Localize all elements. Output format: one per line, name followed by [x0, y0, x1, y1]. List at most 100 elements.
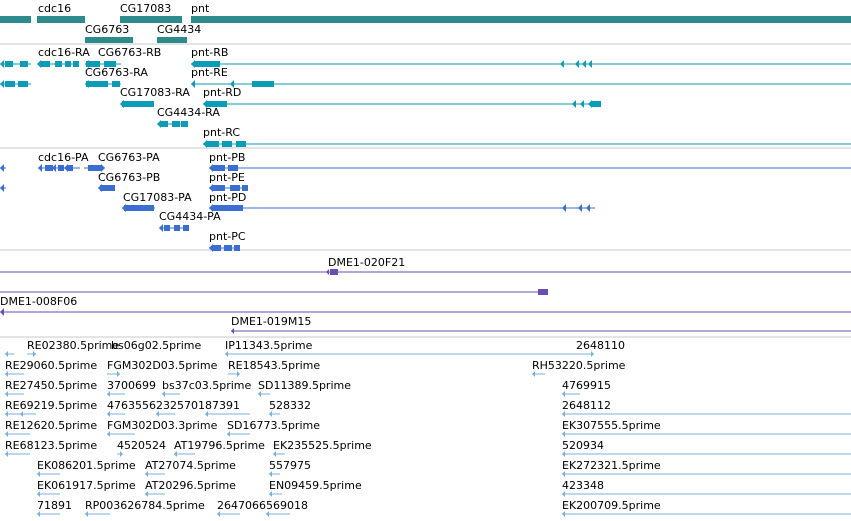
- protein-block[interactable]: [213, 245, 221, 251]
- est-label[interactable]: AT20296.5prime: [145, 479, 236, 492]
- gene-label[interactable]: CG17083: [120, 2, 172, 15]
- protein-block[interactable]: [100, 185, 115, 191]
- est-label[interactable]: 528332: [269, 399, 311, 412]
- gene-block[interactable]: [120, 16, 182, 23]
- protein-block[interactable]: [230, 185, 240, 191]
- est-label[interactable]: EN09459.5prime: [269, 479, 362, 492]
- est-label[interactable]: 569018: [266, 499, 308, 512]
- transcript-label[interactable]: cdc16-RA: [38, 46, 90, 59]
- est-label[interactable]: 4763556: [107, 399, 156, 412]
- est-label[interactable]: 4769915: [562, 379, 611, 392]
- est-label[interactable]: 423348: [562, 479, 604, 492]
- transcript-label[interactable]: pnt-RB: [191, 46, 229, 59]
- est-label[interactable]: IP11343.5prime: [225, 339, 313, 352]
- protein-label[interactable]: pnt-PC: [209, 230, 246, 243]
- transcript-exon[interactable]: [252, 81, 274, 87]
- gene-label[interactable]: pnt: [191, 2, 210, 15]
- transcript-exon[interactable]: [86, 61, 100, 67]
- est-label[interactable]: 2325701: [156, 399, 205, 412]
- est-label[interactable]: 4520524: [117, 439, 166, 452]
- protein-block[interactable]: [45, 165, 53, 171]
- transcript-exon[interactable]: [5, 81, 15, 87]
- transcript-exon[interactable]: [73, 61, 79, 67]
- est-label[interactable]: RE69219.5prime: [5, 399, 98, 412]
- transcript-exon[interactable]: [195, 61, 210, 67]
- transcript-label[interactable]: CG4434-RA: [157, 106, 220, 119]
- protein-label[interactable]: cdc16-PA: [38, 151, 89, 164]
- transcript-exon[interactable]: [40, 61, 50, 67]
- est-label[interactable]: 2648110: [576, 339, 625, 352]
- est-label[interactable]: FGM302D03.3prime: [107, 419, 218, 432]
- transcript-label[interactable]: CG17083-RA: [120, 86, 190, 99]
- est-label[interactable]: RE02380.5prime: [27, 339, 120, 352]
- est-label[interactable]: RE12620.5prime: [5, 419, 98, 432]
- protein-block[interactable]: [242, 185, 248, 191]
- transcript-label[interactable]: pnt-RE: [191, 66, 228, 79]
- est-label[interactable]: AT19796.5prime: [174, 439, 265, 452]
- est-label[interactable]: EK061917.5prime: [37, 479, 136, 492]
- protein-block[interactable]: [183, 225, 189, 231]
- transcript-exon[interactable]: [172, 121, 180, 127]
- protein-block[interactable]: [213, 185, 225, 191]
- est-label[interactable]: 3700699: [107, 379, 156, 392]
- protein-label[interactable]: pnt-PB: [209, 151, 246, 164]
- transcript-exon[interactable]: [207, 141, 219, 147]
- transcript-exon[interactable]: [86, 81, 108, 87]
- transcript-label[interactable]: pnt-RC: [203, 126, 241, 139]
- est-label[interactable]: RH53220.5prime: [532, 359, 626, 372]
- transcript-exon[interactable]: [55, 61, 62, 67]
- est-label[interactable]: EK086201.5prime: [37, 459, 136, 472]
- protein-label[interactable]: CG6763-PA: [98, 151, 160, 164]
- transcript-exon[interactable]: [181, 121, 188, 127]
- est-label[interactable]: 71891: [37, 499, 72, 512]
- protein-block[interactable]: [124, 205, 154, 211]
- transcript-label[interactable]: pnt-RD: [203, 86, 242, 99]
- gene-block[interactable]: [191, 16, 851, 23]
- protein-block[interactable]: [213, 165, 225, 171]
- transcript-exon[interactable]: [591, 101, 601, 107]
- est-label[interactable]: AT27074.5prime: [145, 459, 236, 472]
- transcript-exon[interactable]: [208, 61, 220, 67]
- transcript-exon[interactable]: [236, 141, 246, 147]
- gene-block[interactable]: [37, 16, 85, 23]
- transcript-exon[interactable]: [104, 61, 116, 67]
- est-label[interactable]: bs06g02.5prime: [111, 339, 202, 352]
- est-label[interactable]: 557975: [269, 459, 311, 472]
- est-label[interactable]: bs37c03.5prime: [162, 379, 252, 392]
- est-label[interactable]: 87391: [205, 399, 240, 412]
- gene-label[interactable]: cdc16: [38, 2, 72, 15]
- transcript-label[interactable]: CG6763-RB: [98, 46, 162, 59]
- est-label[interactable]: EK307555.5prime: [562, 419, 661, 432]
- protein-block[interactable]: [174, 225, 180, 231]
- transcript-exon[interactable]: [122, 101, 154, 107]
- protein-block[interactable]: [58, 165, 64, 171]
- est-label[interactable]: EK200709.5prime: [562, 499, 661, 512]
- protein-label[interactable]: CG17083-PA: [123, 191, 192, 204]
- protein-block[interactable]: [88, 165, 102, 171]
- protein-label[interactable]: pnt-PD: [209, 191, 247, 204]
- gene-block[interactable]: [157, 37, 187, 43]
- est-label[interactable]: 2647066: [217, 499, 266, 512]
- est-label[interactable]: RE27450.5prime: [5, 379, 98, 392]
- transcript-exon[interactable]: [160, 121, 168, 127]
- est-label[interactable]: RE29060.5prime: [5, 359, 98, 372]
- gene-label[interactable]: CG6763: [85, 23, 130, 36]
- est-label[interactable]: FGM302D03.5prime: [107, 359, 218, 372]
- transcript-exon[interactable]: [112, 81, 120, 87]
- clone-end[interactable]: [538, 289, 548, 295]
- protein-block[interactable]: [224, 245, 232, 251]
- transcript-exon[interactable]: [20, 61, 28, 67]
- protein-block[interactable]: [234, 245, 240, 251]
- protein-block[interactable]: [68, 165, 73, 171]
- est-label[interactable]: RE18543.5prime: [228, 359, 321, 372]
- est-label[interactable]: EK272321.5prime: [562, 459, 661, 472]
- transcript-exon[interactable]: [207, 101, 227, 107]
- protein-label[interactable]: pnt-PE: [209, 171, 245, 184]
- est-label[interactable]: EK235525.5prime: [273, 439, 372, 452]
- clone-label[interactable]: DME1-019M15: [231, 315, 312, 328]
- est-label[interactable]: RP003626784.5prime: [85, 499, 205, 512]
- est-label[interactable]: 520934: [562, 439, 604, 452]
- protein-label[interactable]: CG4434-PA: [159, 210, 221, 223]
- est-label[interactable]: SD16773.5prime: [227, 419, 320, 432]
- protein-block[interactable]: [164, 225, 170, 231]
